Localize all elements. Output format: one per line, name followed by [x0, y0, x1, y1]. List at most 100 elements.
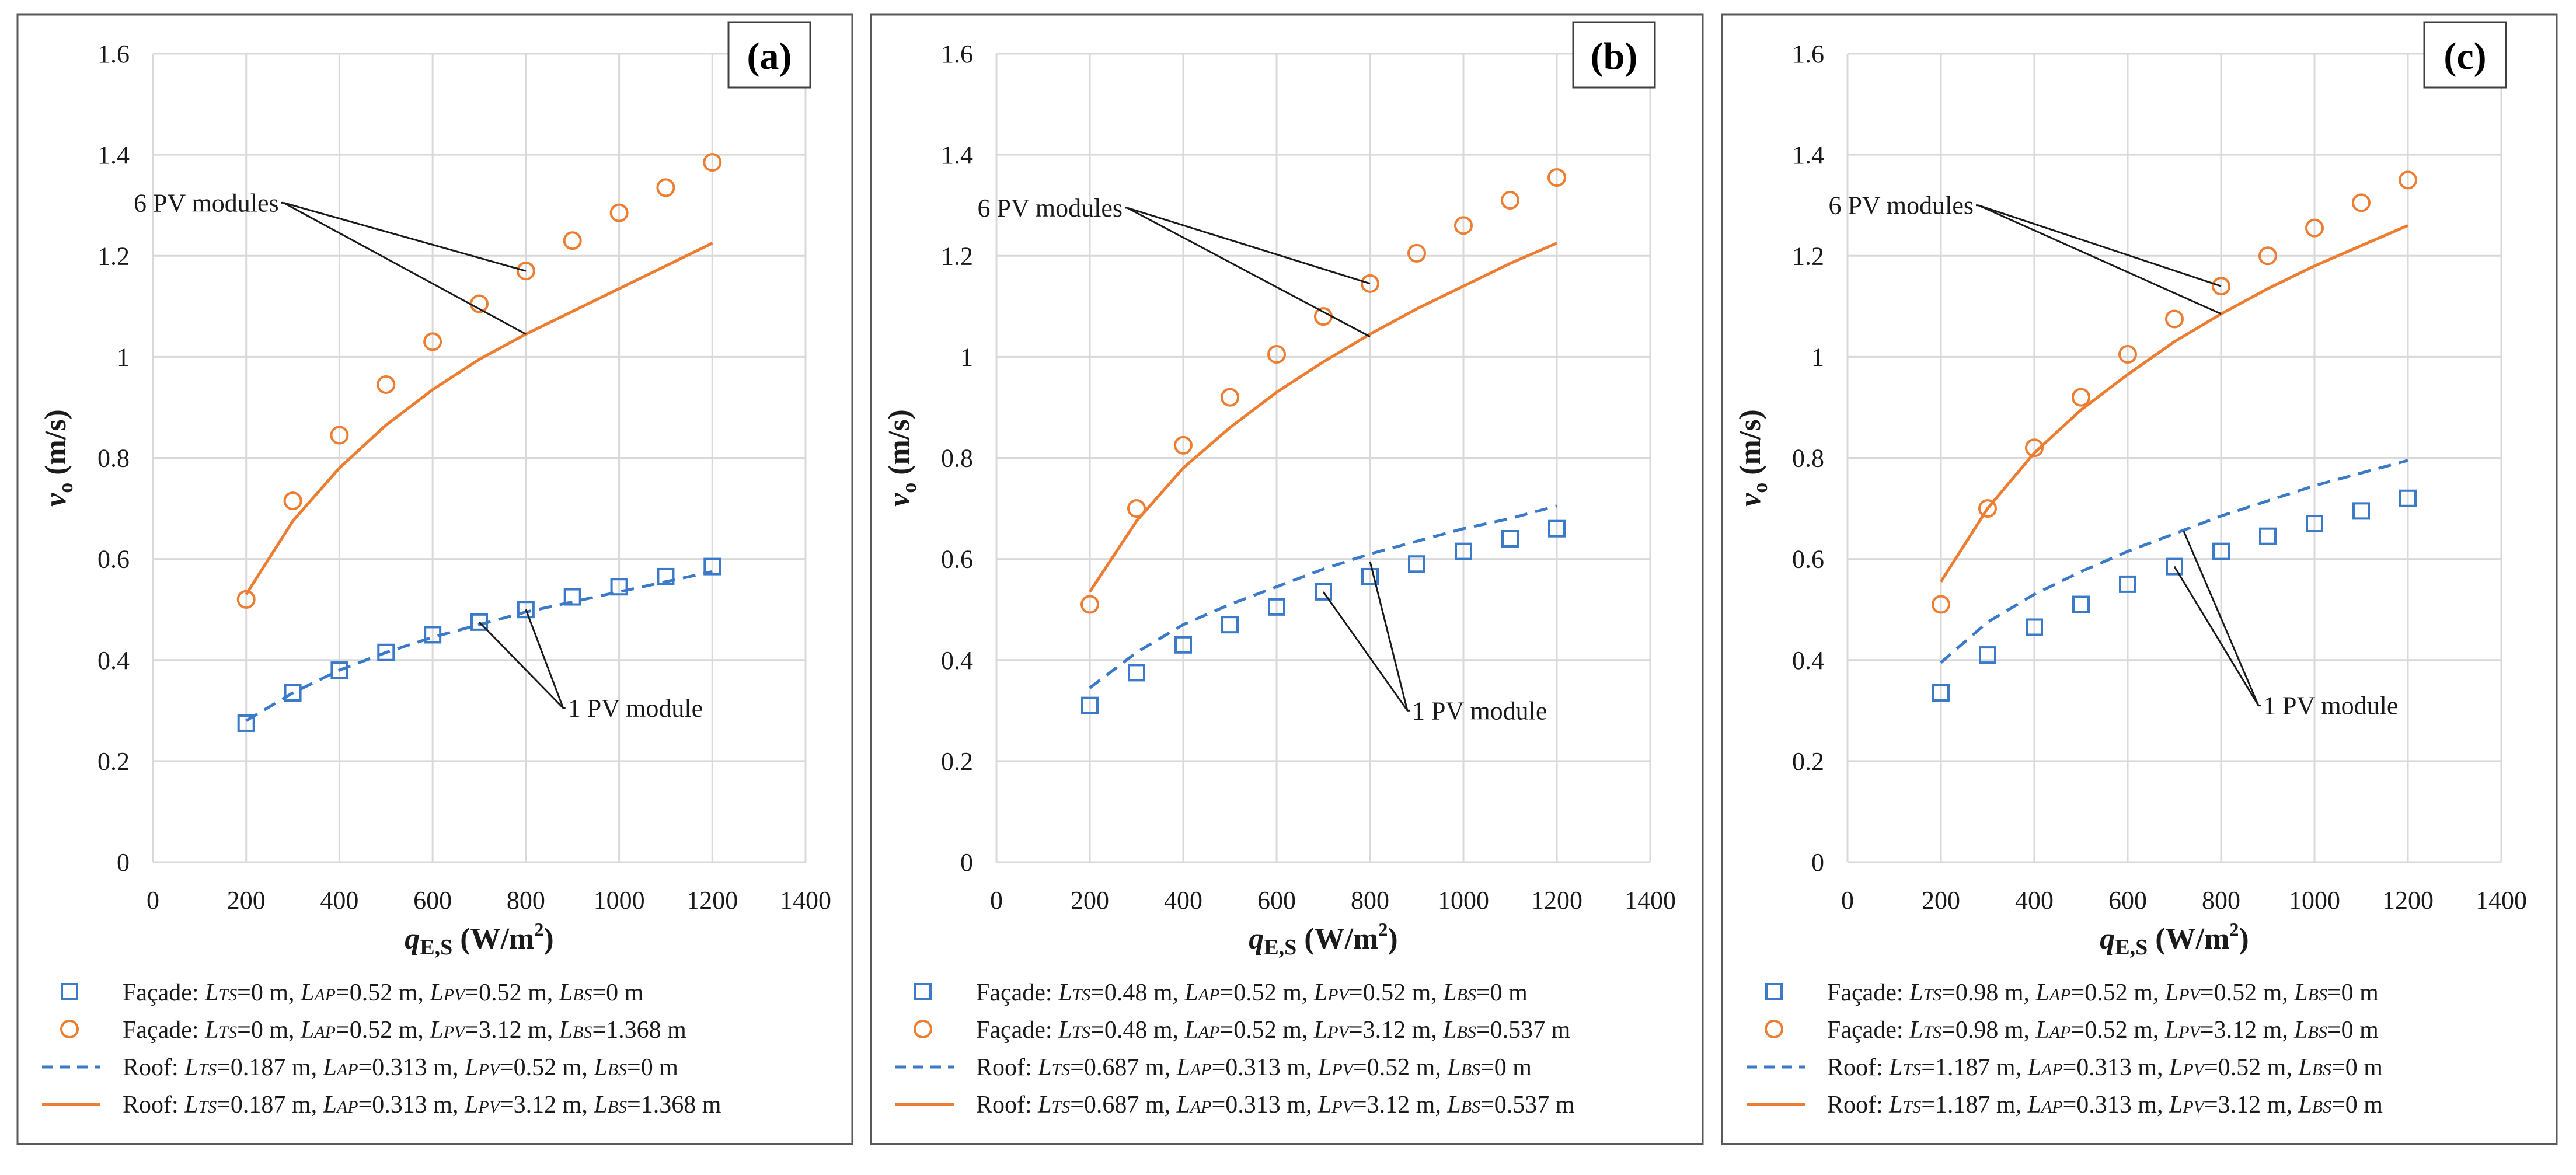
legend-entry: Façade: LTS=0 m, LAP=0.52 m, LPV=0.52 m,…	[123, 979, 644, 1006]
facade-6pv-point	[1932, 595, 1950, 614]
y-tick-label: 1.4	[941, 141, 973, 169]
legend-entry: Roof: LTS=0.187 m, LAP=0.313 m, LPV=3.12…	[123, 1092, 721, 1118]
legend-entry: Façade: LTS=0.98 m, LAP=0.52 m, LPV=0.52…	[1827, 979, 2379, 1006]
facade-1pv-point	[1268, 598, 1285, 616]
x-tick-label: 1200	[686, 886, 738, 915]
y-axis-label: vo (m/s)	[883, 409, 921, 507]
legend-key-circle	[1765, 1020, 1783, 1038]
annotation-label: 1 PV module	[1412, 696, 1547, 725]
x-tick-label: 400	[1164, 886, 1202, 915]
facade-1pv-point	[1361, 567, 1379, 585]
legend-entry: Roof: LTS=0.187 m, LAP=0.313 m, LPV=0.52…	[123, 1054, 678, 1081]
y-tick-label: 0	[960, 848, 973, 877]
facade-1pv-point	[377, 643, 395, 661]
panel-label: (a)	[747, 35, 792, 78]
facade-1pv-point	[1221, 616, 1239, 634]
y-axis-label: vo (m/s)	[39, 409, 77, 507]
y-tick-label: 1	[1811, 343, 1824, 371]
facade-1pv-point	[2166, 557, 2183, 576]
y-tick-label: 0.6	[97, 545, 130, 574]
facade-1pv-point	[1315, 583, 1332, 601]
y-tick-label: 1.2	[941, 242, 973, 270]
x-tick-label: 400	[320, 886, 358, 915]
x-axis-label: qE,S (W/m2)	[1249, 919, 1397, 960]
facade-6pv-point	[1547, 168, 1566, 187]
y-tick-label: 0.6	[941, 545, 973, 574]
x-tick-label: 600	[1257, 886, 1296, 915]
x-tick-label: 200	[1071, 886, 1109, 915]
y-tick-label: 1	[960, 343, 973, 371]
facade-1pv-point	[1501, 530, 1519, 548]
annotation-leader	[525, 609, 564, 709]
roof-6pv-curve	[1939, 224, 2408, 583]
facade-6pv-point	[2399, 170, 2417, 190]
y-tick-label: 1.4	[1792, 141, 1824, 169]
panel-label-box	[2423, 21, 2507, 89]
facade-6pv-point	[330, 426, 349, 445]
x-tick-label: 800	[1351, 886, 1389, 915]
annotation-leader	[1369, 561, 1409, 711]
facade-1pv-point	[284, 684, 302, 702]
facade-6pv-point	[1221, 388, 1239, 407]
facade-6pv-point	[236, 590, 256, 609]
annotation-leader	[2183, 531, 2260, 706]
legend-entry: Façade: LTS=0.48 m, LAP=0.52 m, LPV=3.12…	[976, 1017, 1571, 1044]
facade-1pv-point	[1128, 664, 1145, 682]
panel-label-box	[1572, 21, 1656, 89]
x-tick-label: 800	[2202, 886, 2240, 915]
y-tick-label: 0.4	[97, 646, 130, 675]
facade-6pv-point	[2258, 246, 2277, 266]
facade-6pv-point	[1454, 216, 1473, 235]
annotation-leader	[1322, 591, 1409, 712]
annotation-leader	[1978, 204, 2222, 315]
x-tick-label: 1400	[2476, 886, 2527, 915]
legend-entry: Façade: LTS=0 m, LAP=0.52 m, LPV=3.12 m,…	[123, 1017, 686, 1044]
facade-6pv-point	[1361, 274, 1379, 293]
legend-key-square	[914, 983, 932, 1000]
x-tick-label: 1400	[780, 886, 831, 915]
facade-6pv-point	[423, 332, 442, 351]
facade-1pv-point	[330, 661, 348, 679]
y-tick-label: 0.8	[941, 444, 973, 473]
x-tick-label: 400	[2015, 886, 2054, 915]
facade-1pv-point	[1455, 542, 1472, 560]
facade-6pv-point	[1174, 435, 1193, 455]
legend-entry: Roof: LTS=0.687 m, LAP=0.313 m, LPV=3.12…	[976, 1092, 1575, 1118]
facade-1pv-point	[1081, 696, 1099, 714]
facade-6pv-point	[377, 375, 396, 394]
facade-6pv-point	[656, 178, 675, 197]
facade-6pv-point	[1127, 499, 1146, 518]
facade-1pv-point	[563, 588, 581, 606]
legend-entry: Roof: LTS=0.687 m, LAP=0.313 m, LPV=0.52…	[976, 1054, 1532, 1081]
y-tick-label: 0.6	[1792, 545, 1824, 574]
legend-entry: Façade: LTS=0.48 m, LAP=0.52 m, LPV=0.52…	[976, 979, 1528, 1006]
facade-6pv-point	[609, 203, 629, 222]
y-tick-label: 0.8	[1792, 444, 1824, 473]
y-tick-label: 1.2	[97, 242, 130, 270]
y-tick-label: 1.4	[97, 141, 130, 169]
y-tick-label: 0.2	[1792, 747, 1824, 776]
facade-1pv-point	[2259, 527, 2277, 545]
panel-b: 0 0.2 0.4 0.6 0.8 1 1.2 1.4 1.6 0 200 400 600 800 1000…	[870, 13, 1704, 1145]
roof-6pv-curve	[245, 242, 713, 595]
facade-1pv-point	[1408, 555, 1425, 573]
facade-1pv-point	[2026, 618, 2043, 636]
x-tick-label: 0	[990, 886, 1003, 915]
annotation-leader	[1127, 207, 1371, 285]
facade-1pv-point	[610, 578, 628, 596]
x-tick-label: 0	[147, 886, 159, 915]
x-tick-label: 600	[2108, 886, 2147, 915]
legend-entry: Roof: LTS=1.187 m, LAP=0.313 m, LPV=0.52…	[1827, 1054, 2383, 1081]
y-tick-label: 1.6	[1792, 40, 1824, 68]
x-tick-label: 800	[507, 886, 545, 915]
y-tick-label: 0.4	[941, 646, 973, 675]
facade-1pv-point	[2399, 489, 2417, 507]
x-axis-label: qE,S (W/m2)	[405, 919, 553, 960]
y-tick-label: 1.2	[1792, 242, 1824, 270]
annotation-leader	[1978, 204, 2222, 287]
facade-6pv-point	[1407, 243, 1426, 263]
facade-6pv-point	[2118, 345, 2137, 364]
facade-6pv-point	[2165, 309, 2184, 329]
x-axis-label: qE,S (W/m2)	[2100, 919, 2249, 960]
